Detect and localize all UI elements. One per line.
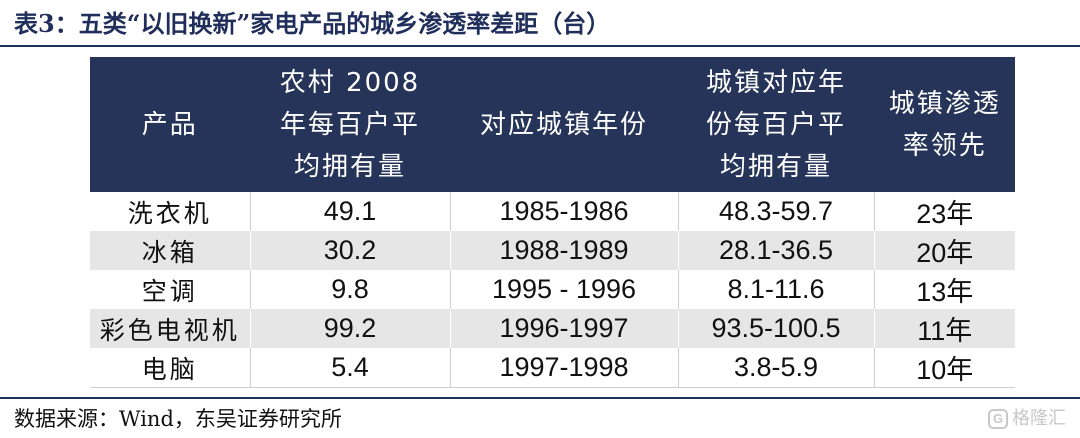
table-title: 表3：五类“以旧换新”家电产品的城乡渗透率差距（台） [14,9,611,38]
cell-rural-ownership: 30.2 [250,231,451,270]
header-urban-lead: 城镇渗透 率领先 [874,57,1015,192]
table-row: 电脑 5.4 1997-1998 3.8-5.9 10年 [90,348,1015,388]
header-product: 产品 [90,57,251,192]
cell-urban-lead: 23年 [874,192,1015,231]
cell-product: 彩色电视机 [90,309,251,348]
cell-rural-ownership: 49.1 [250,192,451,231]
cell-urban-ownership: 28.1-36.5 [678,231,875,270]
watermark: G 格隆汇 [988,406,1066,432]
cell-urban-lead: 11年 [874,309,1015,348]
watermark-logo-icon: G [988,409,1008,429]
cell-urban-ownership: 93.5-100.5 [678,309,875,348]
cell-urban-lead: 20年 [874,231,1015,270]
cell-urban-year: 1995 - 1996 [450,270,679,309]
table-row: 空调 9.8 1995 - 1996 8.1-11.6 13年 [90,270,1015,309]
cell-rural-ownership: 5.4 [250,348,451,388]
title-divider [0,45,1080,47]
table-row: 洗衣机 49.1 1985-1986 48.3-59.7 23年 [90,192,1015,231]
cell-urban-ownership: 8.1-11.6 [678,270,875,309]
cell-urban-year: 1985-1986 [450,192,679,231]
source-note: 数据来源：Wind，东吴证券研究所 [14,407,342,431]
cell-rural-ownership: 99.2 [250,309,451,348]
header-rural-2008-ownership: 农村 2008 年每百户平 均拥有量 [250,57,451,192]
header-urban-year: 对应城镇年份 [450,57,679,192]
cell-urban-year: 1996-1997 [450,309,679,348]
cell-product: 冰箱 [90,231,251,270]
cell-rural-ownership: 9.8 [250,270,451,309]
cell-urban-lead: 10年 [874,348,1015,388]
cell-urban-ownership: 48.3-59.7 [678,192,875,231]
source-divider [0,397,1080,399]
cell-product: 电脑 [90,348,251,388]
cell-urban-year: 1997-1998 [450,348,679,388]
data-table: 产品 农村 2008 年每百户平 均拥有量 对应城镇年份 城镇对应年 份每百户平… [90,57,1015,388]
cell-urban-year: 1988-1989 [450,231,679,270]
cell-product: 洗衣机 [90,192,251,231]
table-row: 冰箱 30.2 1988-1989 28.1-36.5 20年 [90,231,1015,270]
table-header-row: 产品 农村 2008 年每百户平 均拥有量 对应城镇年份 城镇对应年 份每百户平… [90,57,1015,192]
header-urban-ownership: 城镇对应年 份每百户平 均拥有量 [678,57,875,192]
table-row: 彩色电视机 99.2 1996-1997 93.5-100.5 11年 [90,309,1015,348]
watermark-text: 格隆汇 [1012,408,1066,429]
cell-urban-ownership: 3.8-5.9 [678,348,875,388]
cell-product: 空调 [90,270,251,309]
cell-urban-lead: 13年 [874,270,1015,309]
